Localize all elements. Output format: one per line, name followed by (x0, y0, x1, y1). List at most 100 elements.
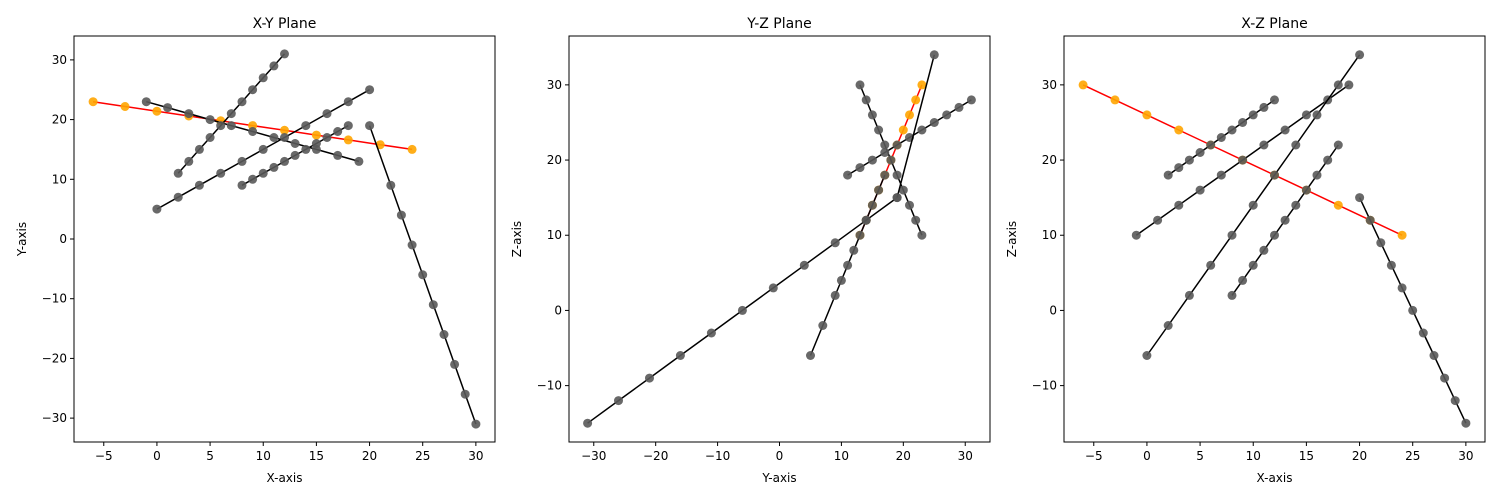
chart-title: Y-Z Plane (746, 16, 811, 32)
series-line (896, 54, 936, 198)
data-point (88, 97, 98, 107)
series-5 (892, 50, 939, 203)
x-tick-label: −30 (581, 449, 606, 463)
data-point (880, 170, 890, 180)
data-point (898, 125, 908, 135)
data-point (892, 170, 902, 180)
data-point (849, 245, 859, 255)
data-point (917, 125, 927, 135)
data-point (830, 290, 840, 300)
data-point (880, 140, 890, 150)
data-point (886, 155, 896, 165)
data-point (1238, 155, 1248, 165)
x-tick-label: 0 (153, 449, 161, 463)
x-tick-label: −10 (705, 449, 730, 463)
series-2 (173, 49, 289, 178)
data-point (248, 127, 258, 136)
y-tick-label: −10 (42, 292, 67, 306)
series-1 (1163, 95, 1279, 180)
y-axis-label: Z-axis (1005, 221, 1019, 257)
data-point (1248, 200, 1258, 210)
chart-title: X-Y Plane (253, 16, 317, 32)
data-point (1163, 321, 1173, 330)
data-point (216, 168, 226, 178)
y-tick-label: −30 (42, 411, 67, 425)
series-3 (806, 170, 890, 360)
data-point (1461, 418, 1471, 428)
data-point (365, 121, 375, 131)
data-point (226, 121, 236, 131)
x-tick-label: 10 (834, 449, 849, 463)
data-point (1078, 80, 1088, 90)
data-point (184, 156, 194, 166)
series-line (368, 125, 477, 425)
data-point (237, 156, 247, 166)
data-point (269, 61, 279, 71)
data-point (905, 110, 914, 120)
x-tick-label: 30 (468, 449, 483, 463)
data-point (1418, 328, 1428, 338)
y-tick-label: 0 (59, 232, 67, 246)
data-point (194, 144, 204, 154)
axes-frame (73, 35, 496, 443)
data-point (867, 200, 877, 210)
data-point (407, 144, 417, 154)
x-tick-label: 0 (776, 449, 784, 463)
panel-xy-plane: X-Y Plane X-axis Y-axis −5 0 5 10 15 20 25 30 −3… (15, 16, 496, 485)
data-point (1386, 260, 1396, 270)
data-point (1163, 170, 1173, 180)
data-point (1153, 215, 1163, 225)
chart-title: X-Z Plane (1241, 16, 1307, 32)
data-point (861, 215, 871, 225)
data-point (248, 85, 258, 95)
data-point (418, 270, 428, 280)
data-point (917, 230, 927, 240)
data-point (333, 150, 343, 160)
data-point (343, 97, 353, 107)
data-point (1450, 396, 1460, 406)
data-point (861, 95, 871, 105)
y-tick-label: 10 (547, 228, 562, 242)
data-point (911, 95, 921, 105)
data-point (1206, 140, 1216, 150)
data-point (120, 102, 130, 111)
data-point (855, 163, 865, 173)
data-point (892, 193, 902, 203)
data-point (1270, 95, 1279, 105)
series-2 (1131, 80, 1354, 240)
data-point (258, 73, 268, 83)
data-point (396, 210, 406, 220)
data-point (737, 305, 747, 315)
data-point (675, 351, 685, 360)
data-point (1344, 80, 1354, 90)
data-point (322, 109, 332, 119)
data-point (1312, 110, 1322, 120)
data-point (1259, 245, 1269, 255)
data-point (855, 230, 865, 240)
data-point (152, 204, 162, 214)
data-point (1270, 230, 1279, 240)
data-point (1355, 193, 1365, 203)
series-4 (237, 121, 353, 190)
data-point (237, 97, 247, 107)
x-tick-label: 25 (415, 449, 430, 463)
data-point (942, 110, 952, 120)
data-point (966, 95, 976, 105)
data-point (471, 419, 481, 429)
data-point (1206, 260, 1216, 270)
x-tick-label: 25 (1405, 449, 1420, 463)
series-5 (1355, 193, 1471, 428)
series-5 (365, 121, 481, 429)
data-point (194, 180, 204, 190)
data-point (880, 148, 890, 157)
data-point (1365, 215, 1375, 225)
data-point (1227, 125, 1237, 135)
x-axis-label: X-axis (1257, 471, 1293, 485)
data-point (911, 215, 921, 225)
panel-yz-plane: Y-Z Plane Y-axis Z-axis −30 −20 −10 0 10 20 30… (510, 16, 991, 485)
data-point (269, 133, 279, 142)
data-point (301, 144, 311, 154)
data-point (258, 168, 268, 178)
data-point (1259, 140, 1269, 150)
